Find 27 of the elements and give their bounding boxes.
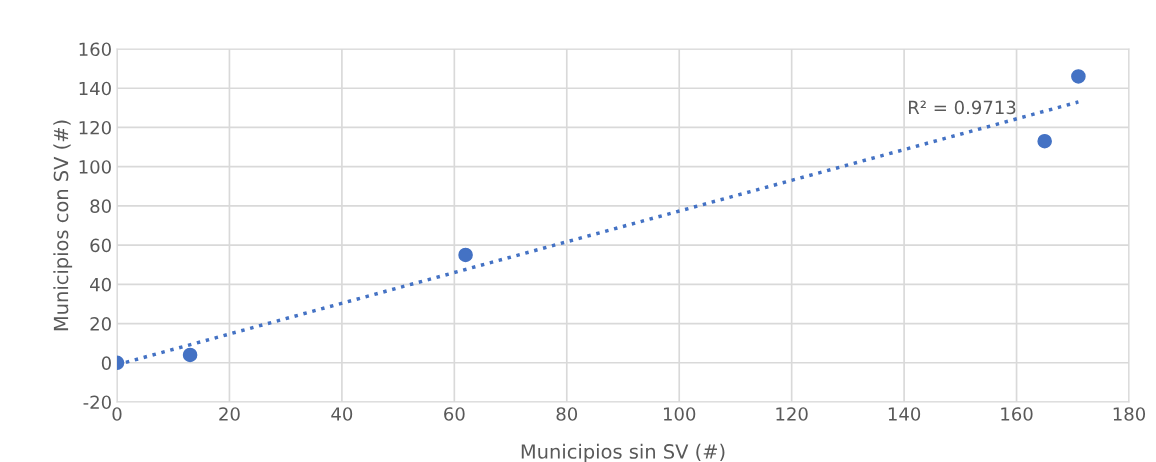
x-tick-label: 100 bbox=[663, 407, 696, 421]
x-axis-title: Municipios sin SV (#) bbox=[521, 443, 725, 462]
x-tick-label: 0 bbox=[112, 407, 122, 421]
annotation: R² = 0.9713 bbox=[909, 100, 1016, 115]
point bbox=[182, 347, 198, 363]
point bbox=[1071, 69, 1086, 84]
y-tick-label: 60 bbox=[90, 238, 111, 253]
x-tick-label: 160 bbox=[1001, 407, 1033, 421]
x-tick-label: 180 bbox=[1113, 407, 1146, 421]
y-tick-label: 140 bbox=[79, 81, 111, 96]
y-tick-label: 160 bbox=[79, 42, 111, 57]
point bbox=[1037, 133, 1052, 149]
x-tick-label: 140 bbox=[888, 407, 921, 421]
y-tick-label: 120 bbox=[79, 120, 111, 135]
x-tick-label: 20 bbox=[219, 407, 240, 421]
y-tick-label: 40 bbox=[90, 277, 111, 292]
y-axis-title: Municipios con SV (#) bbox=[53, 120, 73, 331]
y-tick-label: -20 bbox=[83, 395, 111, 410]
x-tick-label: 80 bbox=[556, 407, 578, 421]
x-tick-label: 40 bbox=[331, 407, 353, 421]
point bbox=[458, 247, 473, 263]
x-tick-label: 120 bbox=[776, 407, 808, 421]
y-tick-label: 80 bbox=[90, 199, 111, 214]
x-tick-label: 60 bbox=[444, 407, 465, 421]
y-tick-label: 0 bbox=[101, 356, 111, 370]
y-tick-label: 100 bbox=[79, 160, 111, 174]
y-tick-label: 20 bbox=[90, 317, 111, 331]
